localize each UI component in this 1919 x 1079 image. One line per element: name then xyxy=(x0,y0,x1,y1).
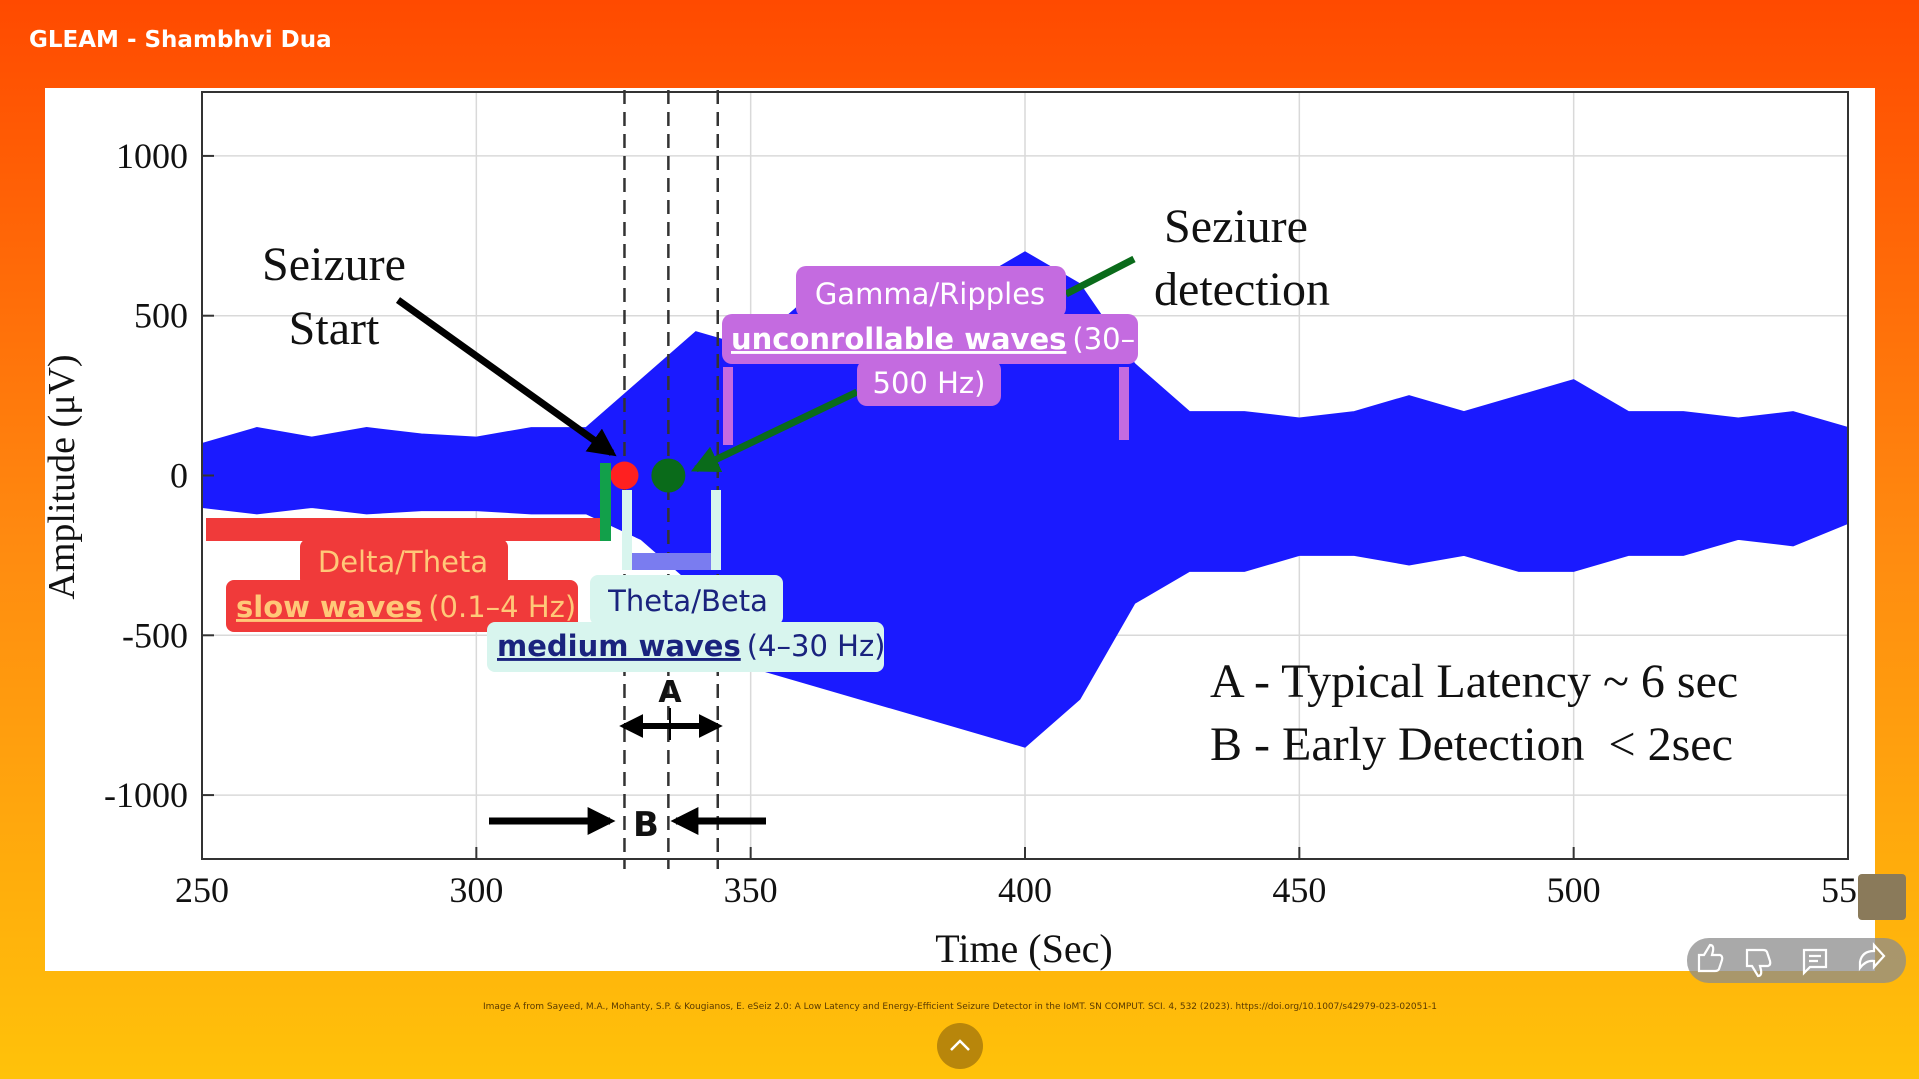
bracket xyxy=(632,553,711,570)
label-box xyxy=(722,314,1138,364)
band-range: (30– xyxy=(1072,322,1135,356)
legend-text: B - Early Detection < 2sec xyxy=(1210,718,1733,771)
annotation: Seizure xyxy=(262,238,406,291)
arrow xyxy=(395,297,617,457)
y-tick-label: 0 xyxy=(170,456,188,496)
band-name: unconrollable waves xyxy=(731,322,1066,356)
band-title: Theta/Beta xyxy=(607,584,768,618)
label-box xyxy=(487,622,884,672)
y-tick-label: -500 xyxy=(122,615,188,655)
comment-button[interactable] xyxy=(1802,948,1828,976)
band-label: unconrollable waves (30– xyxy=(731,322,1135,356)
annotation: A xyxy=(658,675,682,710)
annotation: Seziure xyxy=(1164,200,1308,253)
y-tick-label: 1000 xyxy=(116,136,188,176)
page-title: GLEAM - Shambhvi Dua xyxy=(29,27,332,53)
label-box xyxy=(226,580,578,632)
arrow xyxy=(690,388,859,473)
y-axis-label: Amplitude (μV) xyxy=(41,354,83,599)
band-name: medium waves xyxy=(497,629,741,663)
band-range: 500 Hz) xyxy=(873,366,986,400)
bracket xyxy=(206,518,600,541)
band-range: (0.1–4 Hz) xyxy=(428,590,576,624)
x-tick-label: 450 xyxy=(1272,870,1326,910)
bracket xyxy=(711,490,721,570)
thumbnail[interactable] xyxy=(1858,874,1906,920)
start-dot xyxy=(610,461,639,490)
arrow xyxy=(1064,255,1136,298)
share-button[interactable] xyxy=(1858,942,1886,972)
scroll-up-button[interactable] xyxy=(937,1023,983,1069)
label-box xyxy=(796,266,1066,318)
band-title: Gamma/Ripples xyxy=(815,277,1045,311)
like-button[interactable] xyxy=(1697,943,1724,973)
label-box xyxy=(590,575,783,625)
x-tick-label: 250 xyxy=(175,870,229,910)
band-label: medium waves (4–30 Hz) xyxy=(497,629,885,663)
annotation: B xyxy=(633,805,659,845)
x-tick-label: 400 xyxy=(998,870,1052,910)
y-tick-label: -1000 xyxy=(104,775,188,815)
legend-text: A - Typical Latency ~ 6 sec xyxy=(1210,655,1738,708)
bracket xyxy=(600,463,611,541)
label-box xyxy=(300,539,508,587)
x-tick-label: 500 xyxy=(1547,870,1601,910)
citation: Image A from Sayeed, M.A., Mohanty, S.P.… xyxy=(483,1002,1437,1012)
label-box xyxy=(857,360,1001,406)
x-tick-label: 350 xyxy=(724,870,778,910)
band-name: slow waves xyxy=(236,590,422,624)
x-axis-label: Time (Sec) xyxy=(935,926,1112,971)
controls xyxy=(1697,942,1886,978)
band-range: (4–30 Hz) xyxy=(747,629,886,663)
control-bar xyxy=(1687,938,1906,983)
bracket xyxy=(622,490,632,570)
scroll-up-icon xyxy=(950,1039,970,1051)
x-tick-label: 300 xyxy=(449,870,503,910)
signal-area xyxy=(201,475,1849,748)
band-label: slow waves (0.1–4 Hz) xyxy=(236,590,576,624)
y-tick-label: 500 xyxy=(134,296,188,336)
detect-dot xyxy=(651,458,686,493)
annotation: detection xyxy=(1154,263,1330,316)
annotation: Start xyxy=(289,302,380,355)
dislike-button[interactable] xyxy=(1745,948,1772,978)
band-title: Delta/Theta xyxy=(318,545,488,579)
